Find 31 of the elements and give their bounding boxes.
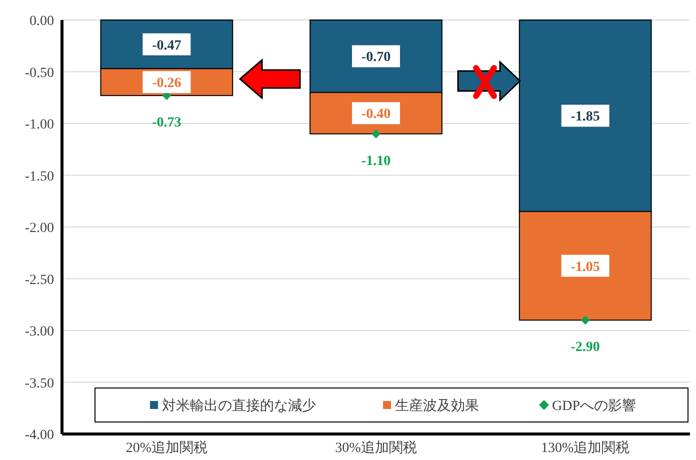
y-tick-label: -0.50 [24,66,54,81]
label: -0.70 [352,45,400,68]
y-tick-label: -1.00 [24,118,54,132]
legend-label: GDPへの影響 [552,398,636,414]
x-tick-label: 30%追加関税 [335,440,417,456]
y-tick-label: 0.00 [30,14,54,29]
data-label: -1.05 [570,260,600,275]
legend-label: 生産波及効果 [395,398,479,414]
label: -1.10 [361,154,391,169]
label: -1.85 [561,104,610,127]
label: -2.90 [570,340,600,356]
label: -1.05 [561,254,610,277]
data-label: -0.26 [152,76,182,92]
y-tick-label: -2.50 [24,272,54,288]
label: -0.26 [142,71,191,94]
x-tick-label: 130%追加関税 [540,440,630,456]
label: -0.47 [142,33,191,56]
y-tick-label: -3.50 [24,376,54,392]
label: -0.40 [352,102,400,124]
data-label: -0.70 [361,50,391,66]
data-label: -0.40 [361,107,391,122]
y-tick-label: -3.00 [24,324,54,340]
point [580,316,590,325]
x-tick-label: 20%追加関税 [126,440,208,456]
point [372,129,380,138]
label: -0.73 [152,116,182,131]
data-label: -1.85 [570,110,600,125]
data-label: -0.47 [152,38,182,54]
y-tick-label: -2.00 [24,221,54,236]
y-tick-label: -4.00 [24,428,54,443]
y-tick-label: -1.50 [24,169,54,184]
